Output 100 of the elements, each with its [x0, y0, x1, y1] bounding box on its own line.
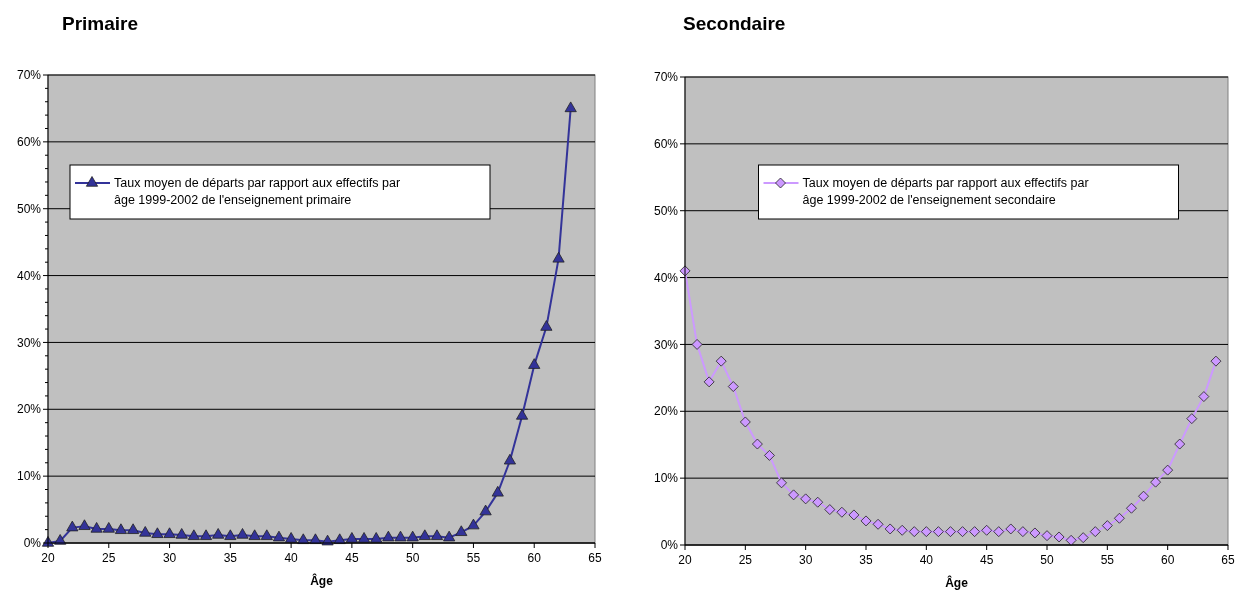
point	[528, 358, 541, 369]
point	[1186, 413, 1198, 425]
y-tick-label: 10%	[653, 471, 679, 486]
point	[1138, 490, 1149, 502]
point	[66, 520, 79, 532]
y-tick-label: 50%	[16, 201, 42, 216]
point	[321, 534, 334, 546]
x-tick-label: 65	[1221, 553, 1235, 567]
x-tick-label: 35	[223, 551, 238, 565]
x-tick-label: 35	[859, 553, 873, 567]
point	[764, 450, 775, 461]
x-tick-label: 50	[1040, 553, 1054, 567]
point	[272, 530, 285, 542]
point	[727, 381, 739, 392]
chart-title: Secondaire	[683, 13, 786, 34]
point	[78, 519, 91, 530]
point	[564, 101, 577, 113]
point	[102, 522, 115, 533]
point	[479, 504, 492, 516]
point	[382, 530, 395, 542]
point	[1053, 531, 1065, 543]
point	[114, 523, 127, 534]
x-tick-label: 30	[798, 553, 813, 567]
point	[981, 524, 993, 536]
y-tick-label: 30%	[653, 337, 679, 352]
point	[776, 477, 787, 489]
point	[872, 518, 884, 530]
x-axis-title: Âge	[310, 573, 334, 588]
x-tick-label: 40	[284, 551, 299, 565]
point	[467, 518, 480, 530]
point	[920, 526, 932, 538]
point	[540, 320, 553, 331]
point	[418, 529, 431, 540]
legend-label: Taux moyen de départs par rapport aux effectifs par âge 1999-2002 de l'enseignement primaire	[114, 176, 401, 207]
point	[1017, 526, 1029, 538]
point	[90, 522, 103, 533]
point	[739, 416, 751, 428]
point	[908, 526, 920, 538]
point	[945, 526, 956, 538]
point	[406, 530, 419, 542]
point	[1041, 530, 1053, 542]
x-tick-label: 20	[678, 553, 692, 567]
point	[1198, 391, 1210, 402]
point	[224, 529, 237, 540]
point	[358, 532, 371, 543]
point	[430, 529, 444, 540]
y-tick-label: 60%	[653, 137, 679, 152]
point	[175, 528, 188, 539]
point	[248, 529, 261, 540]
y-tick-label: 0%	[660, 538, 679, 553]
point	[260, 529, 273, 540]
point	[957, 526, 968, 538]
point	[139, 526, 152, 537]
point	[151, 527, 164, 538]
point	[788, 489, 799, 501]
point	[752, 438, 763, 450]
point	[187, 529, 200, 540]
point	[163, 527, 176, 538]
point	[455, 525, 468, 536]
point	[715, 355, 727, 367]
x-tick-label: 45	[345, 551, 359, 565]
x-tick-label: 60	[1160, 553, 1175, 567]
point	[491, 485, 504, 497]
point	[836, 506, 848, 518]
x-tick-label: 45	[979, 553, 994, 567]
y-tick-label: 20%	[16, 402, 42, 417]
x-tick-label: 55	[1100, 553, 1115, 567]
y-tick-label: 70%	[653, 70, 679, 85]
y-tick-label: 40%	[653, 270, 679, 285]
point	[691, 339, 703, 350]
point	[933, 526, 944, 538]
point	[285, 532, 298, 543]
y-tick-label: 50%	[653, 203, 679, 218]
y-tick-label: 40%	[16, 268, 42, 283]
point	[1005, 523, 1017, 535]
point	[345, 532, 358, 543]
x-tick-label: 25	[102, 551, 116, 565]
x-tick-label: 20	[41, 551, 55, 565]
y-tick-label: 10%	[16, 469, 42, 484]
x-tick-label: 30	[162, 551, 177, 565]
x-tick-label: 50	[405, 551, 420, 565]
point	[800, 493, 812, 505]
point	[1126, 502, 1137, 514]
legend-label: Taux moyen de départs par rapport aux effectifs par âge 1999-2002 de l'enseignement secondaire	[802, 176, 1089, 207]
point	[848, 509, 860, 521]
point	[1077, 532, 1089, 544]
point	[824, 504, 836, 515]
chart-title: Primaire	[62, 13, 139, 34]
x-tick-label: 55	[466, 551, 481, 565]
y-tick-label: 0%	[23, 536, 42, 551]
y-tick-label: 60%	[16, 135, 42, 150]
y-tick-label: 70%	[16, 68, 42, 83]
point	[127, 523, 140, 534]
point	[969, 526, 980, 538]
point	[552, 251, 565, 263]
x-tick-label: 60	[527, 551, 542, 565]
point	[860, 515, 872, 527]
x-axis-title: Âge	[945, 575, 969, 590]
x-tick-label: 40	[919, 553, 934, 567]
point	[896, 524, 908, 536]
